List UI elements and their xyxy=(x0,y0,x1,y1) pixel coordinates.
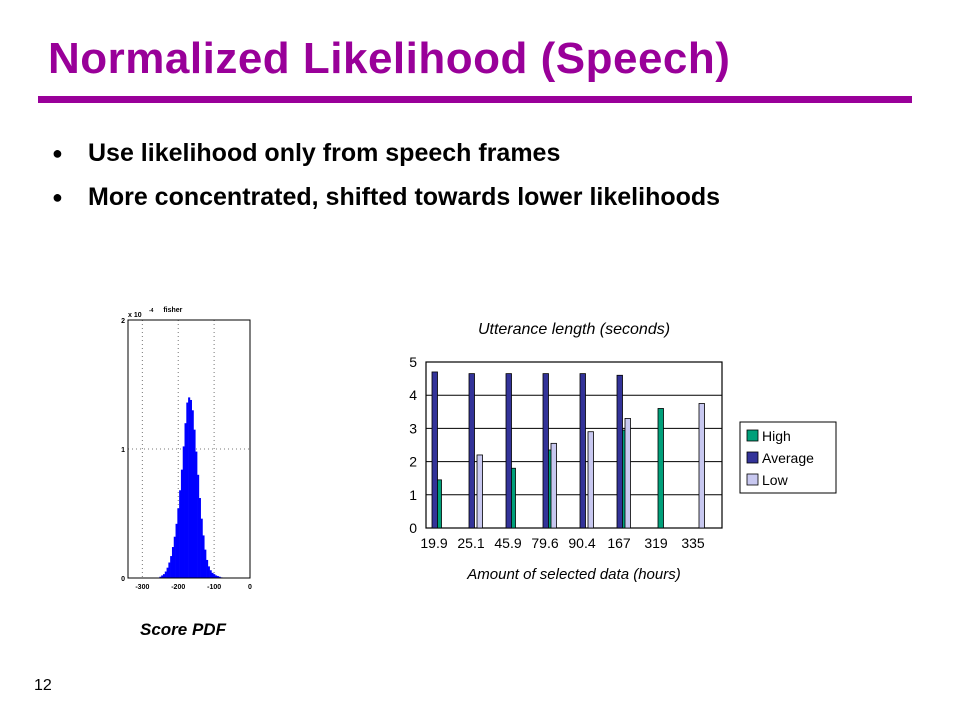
histogram-bar xyxy=(206,559,209,578)
histogram-bar xyxy=(188,397,191,578)
histogram-bar xyxy=(177,508,180,578)
page-number: 12 xyxy=(34,677,52,694)
slide-title: Normalized Likelihood (Speech) xyxy=(48,34,731,83)
utterance-length-chart: Utterance length (seconds) 0 1 2 3 4 5 19.9 25.1… xyxy=(409,321,837,583)
x-tick-label: 79.6 xyxy=(531,535,558,551)
y-tick-label: 3 xyxy=(409,420,417,436)
histogram-bar xyxy=(215,575,218,578)
bar-low xyxy=(587,431,594,529)
histogram-bar xyxy=(191,410,194,578)
bar-low xyxy=(476,454,483,529)
histogram-bar xyxy=(182,446,185,578)
histogram-bar xyxy=(164,571,167,578)
histogram-bar xyxy=(184,423,187,578)
y-tick-label: 5 xyxy=(409,354,417,370)
bar-low xyxy=(550,442,557,529)
score-pdf-chart: -300 -200 -100 0 0 1 2 fisher x 10 -4 xyxy=(121,307,252,591)
bar-average xyxy=(579,373,586,529)
bullet-item: ● Use likelihood only from speech frames xyxy=(52,136,748,170)
histogram-bar xyxy=(173,536,176,578)
y-tick-label: 0 xyxy=(121,576,125,583)
histogram-bar xyxy=(180,469,184,578)
bullet-marker: ● xyxy=(52,143,63,163)
x-tick-label: 319 xyxy=(644,535,668,551)
histogram-bar xyxy=(200,518,203,578)
bar-low xyxy=(624,418,631,529)
histogram-bar xyxy=(218,576,221,578)
y-tick-label: 4 xyxy=(409,387,417,403)
histogram-bar xyxy=(195,451,198,578)
histogram-bar xyxy=(162,574,166,578)
scale-label: x 10 xyxy=(128,312,142,319)
histogram-bar xyxy=(202,535,205,578)
x-tick-label: 19.9 xyxy=(420,535,447,551)
legend-swatch-low xyxy=(746,473,759,486)
histogram-bar xyxy=(193,429,196,578)
figure-caption: Score PDF xyxy=(140,620,226,639)
chart-title: fisher xyxy=(163,307,182,314)
bar-average xyxy=(431,371,438,529)
histogram-bar xyxy=(170,556,173,578)
histogram-bar xyxy=(179,490,182,578)
histogram-bar xyxy=(207,566,210,578)
histogram-bar xyxy=(211,572,214,578)
bullet-text: More concentrated, shifted towards lower… xyxy=(88,183,721,211)
title-underline xyxy=(38,96,912,103)
bullet-marker: ● xyxy=(52,187,63,207)
histogram-bar xyxy=(161,575,164,578)
scale-exponent: -4 xyxy=(149,308,154,314)
histogram-bar xyxy=(189,399,192,578)
legend-label-low: Low xyxy=(762,472,789,488)
histogram-bar xyxy=(209,570,212,578)
x-tick-label: 45.9 xyxy=(494,535,521,551)
histogram-bar xyxy=(171,547,175,578)
y-tick-label: 2 xyxy=(121,318,125,325)
x-tick-label: 167 xyxy=(607,535,631,551)
plot-frame xyxy=(127,319,251,579)
histogram-bar xyxy=(216,576,219,578)
histogram-bar xyxy=(175,523,178,578)
legend-label-average: Average xyxy=(762,450,814,466)
y-tick-label: 0 xyxy=(409,520,417,536)
histogram-bar xyxy=(213,574,216,578)
chart-title: Utterance length (seconds) xyxy=(478,321,670,338)
histogram-bar xyxy=(198,498,201,578)
bullet-item: ● More concentrated, shifted towards low… xyxy=(52,180,748,214)
plot-frame xyxy=(425,361,723,529)
x-tick-label: 335 xyxy=(681,535,705,551)
histogram-bar xyxy=(186,402,189,578)
x-tick-label: -100 xyxy=(207,584,221,591)
x-tick-label: 90.4 xyxy=(568,535,595,551)
x-tick-label: 25.1 xyxy=(457,535,484,551)
bar-average xyxy=(616,374,623,529)
histogram-bar xyxy=(197,474,200,578)
histogram-bar xyxy=(159,576,162,578)
legend-label-high: High xyxy=(762,428,791,444)
bar-average xyxy=(542,373,549,529)
legend-swatch-high xyxy=(746,429,759,442)
histogram-bar xyxy=(168,562,171,578)
bullet-text: Use likelihood only from speech frames xyxy=(88,139,561,167)
bar-average xyxy=(505,373,512,529)
x-tick-label: -300 xyxy=(135,584,149,591)
x-tick-label: -200 xyxy=(171,584,185,591)
y-tick-label: 1 xyxy=(409,487,417,503)
histogram-bar xyxy=(166,567,169,578)
x-tick-label: 0 xyxy=(248,584,252,591)
y-tick-label: 2 xyxy=(409,454,417,470)
histogram-bar xyxy=(204,549,207,578)
bar-average xyxy=(468,373,475,529)
x-axis-label: Amount of selected data (hours) xyxy=(466,566,680,583)
bar-high xyxy=(657,408,664,529)
bullet-list: ● Use likelihood only from speech frames… xyxy=(52,136,748,224)
legend-swatch-average xyxy=(746,451,759,464)
y-tick-label: 1 xyxy=(121,447,125,454)
bar-low xyxy=(698,403,705,529)
